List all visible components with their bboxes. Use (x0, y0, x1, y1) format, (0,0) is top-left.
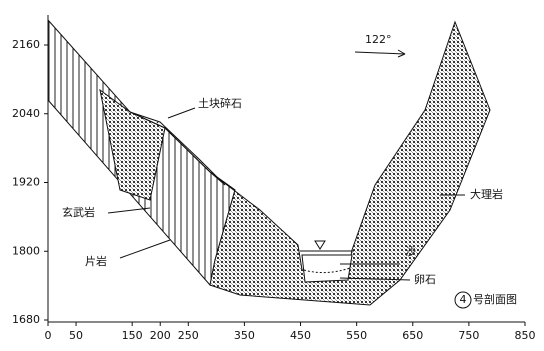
leader (108, 208, 150, 213)
direction-label: 122° (365, 33, 392, 46)
debris-label: 土块碎石 (198, 96, 242, 110)
direction-arrow (355, 50, 405, 57)
x-tick-label: 150 (122, 329, 143, 342)
y-tick-label: 1680 (12, 313, 40, 326)
y-tick-label: 2040 (12, 107, 40, 120)
schist-label: 片岩 (85, 254, 107, 268)
basalt-label: 玄武岩 (62, 205, 95, 219)
sand-label: 沙 (405, 245, 416, 258)
x-tick-label: 250 (178, 329, 199, 342)
leader (120, 240, 170, 258)
geology (48, 20, 490, 308)
x-tick-label: 650 (402, 329, 423, 342)
x-tick-label: 850 (515, 329, 536, 342)
x-tick-label: 0 (45, 329, 52, 342)
x-tick-label: 350 (234, 329, 255, 342)
x-tick-label: 50 (69, 329, 83, 342)
section-name: 号剖面图 (473, 292, 517, 306)
x-tick-label: 450 (290, 329, 311, 342)
x-tick-label: 200 (150, 329, 171, 342)
marble-label: 大理岩 (470, 187, 503, 201)
y-tick-label: 1920 (12, 176, 40, 189)
section-diagram: 122° 土块碎石 玄武岩 片岩 大理岩 沙 卵石 4 号剖面图 1680 180… (0, 0, 544, 347)
y-tick-label: 2160 (12, 38, 40, 51)
section-number: 4 (460, 293, 467, 306)
leader (168, 108, 195, 118)
y-tick-label: 1800 (12, 244, 40, 257)
x-tick-label: 550 (346, 329, 367, 342)
pebble-label: 卵石 (414, 273, 436, 286)
x-tick-label: 750 (458, 329, 479, 342)
water-mark (315, 241, 325, 249)
